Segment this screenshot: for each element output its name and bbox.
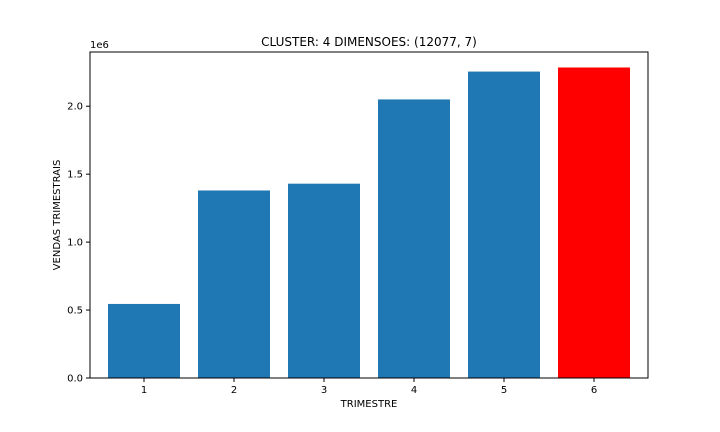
bar-3 <box>288 183 360 378</box>
y-axis-label: VENDAS TRIMESTRAIS <box>52 160 63 271</box>
y-tick-label: 0.5 <box>67 306 83 317</box>
x-tick-label: 3 <box>321 385 327 396</box>
bar-2 <box>198 190 270 378</box>
x-tick-label: 4 <box>411 385 417 396</box>
x-tick-label: 6 <box>591 385 597 396</box>
x-ticks-group: 1 2 3 4 5 6 <box>141 378 597 396</box>
x-tick-label: 5 <box>501 385 507 396</box>
plot-frame <box>89 51 649 379</box>
y-tick-label: 1.0 <box>67 238 83 249</box>
y-axis-offset-label: 1e6 <box>90 40 109 51</box>
x-axis-label: TRIMESTRE <box>340 399 398 410</box>
x-tick-label: 2 <box>231 385 237 396</box>
y-tick-label: 2.0 <box>67 102 83 113</box>
bar-4 <box>378 99 450 378</box>
bar-6 <box>558 67 630 378</box>
bar-1 <box>108 303 180 378</box>
y-tick-label: 0.0 <box>67 374 83 385</box>
y-tick-label: 1.5 <box>67 170 83 181</box>
chart-title: CLUSTER: 4 DIMENSOES: (12077, 7) <box>261 35 477 49</box>
bar-5 <box>468 71 540 379</box>
bars-group <box>108 67 630 379</box>
y-ticks-group: 0.0 0.5 1.0 1.5 2.0 <box>67 102 90 385</box>
x-tick-label: 1 <box>141 385 147 396</box>
